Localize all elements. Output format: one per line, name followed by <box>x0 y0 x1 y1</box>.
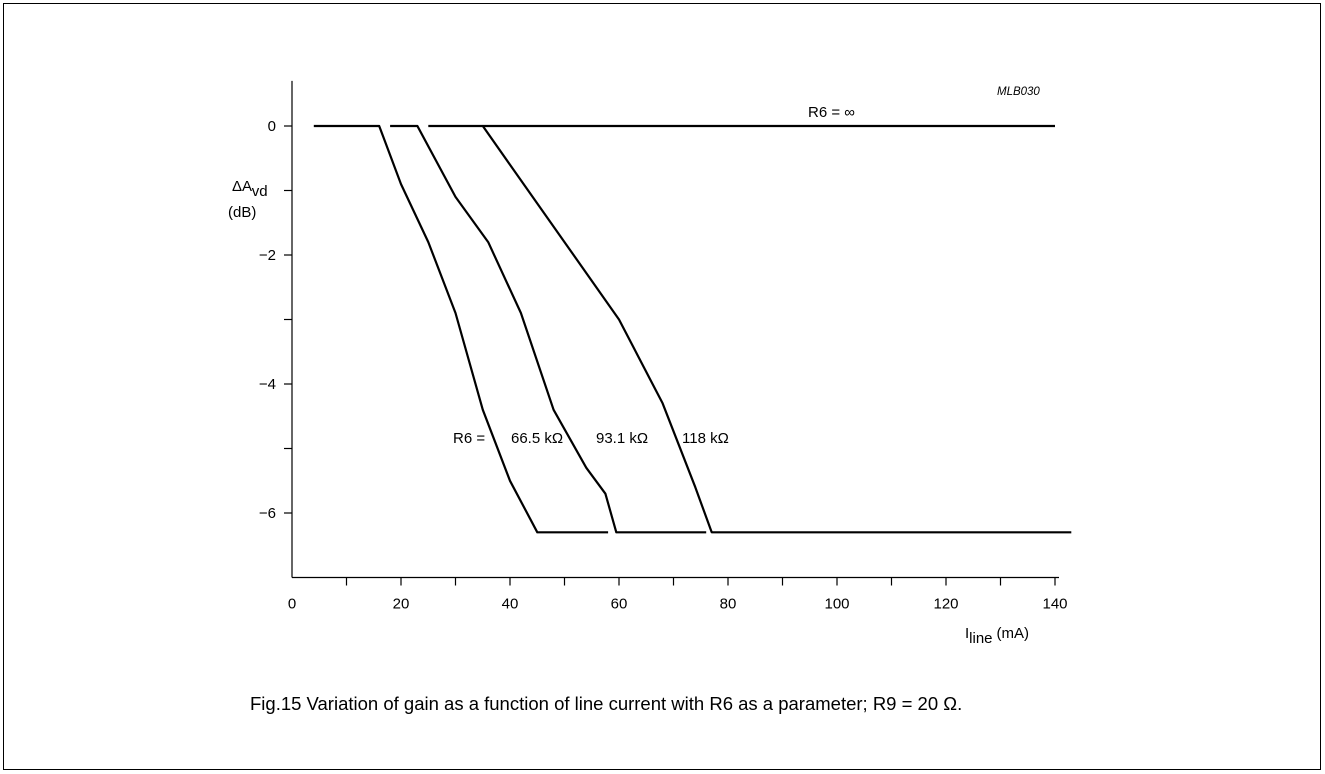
y-axis-label-main: ΔA <box>232 178 252 195</box>
series-label-93k: 93.1 kΩ <box>596 430 648 447</box>
figure-caption: Fig.15 Variation of gain as a function o… <box>250 693 963 714</box>
figure-frame <box>3 3 1321 770</box>
x-axis-label-sub: line <box>969 630 992 647</box>
x-tick-label: 80 <box>720 596 737 613</box>
chart-axes <box>291 80 1059 579</box>
series-label-66k: 66.5 kΩ <box>511 430 563 447</box>
axis-ticks: 0 20 40 60 80 100 120 140 0 −2 −4 −6 <box>259 118 1068 613</box>
x-tick-label: 40 <box>502 596 519 613</box>
x-axis-label: Iline (mA) <box>965 625 1029 647</box>
series-line-3 <box>428 124 1072 534</box>
y-axis-label: ΔAvd <box>232 178 268 200</box>
x-tick-label: 20 <box>393 596 410 613</box>
x-tick-label: 60 <box>611 596 628 613</box>
series-label-infinity: R6 = ∞ <box>808 104 855 121</box>
figure-code-label: MLB030 <box>997 86 1040 98</box>
series-line-1 <box>313 124 609 534</box>
x-axis-label-unit: (mA) <box>997 625 1030 642</box>
series-label-118k: 118 kΩ <box>682 430 729 447</box>
series-lines <box>313 124 1072 534</box>
y-tick-label: −4 <box>259 376 276 393</box>
x-tick-label: 120 <box>933 596 958 613</box>
x-axis-label-main: I <box>965 625 969 642</box>
x-tick-label: 140 <box>1042 596 1067 613</box>
y-tick-label: −2 <box>259 247 276 264</box>
y-axis-unit: (dB) <box>228 204 256 221</box>
y-tick-label: 0 <box>268 118 276 135</box>
x-tick-label: 100 <box>824 596 849 613</box>
y-tick-label: −6 <box>259 505 276 522</box>
y-axis-label-sub: vd <box>252 183 268 200</box>
series-line-2 <box>390 124 707 534</box>
series-label-prefix: R6 = <box>453 430 485 447</box>
x-tick-label: 0 <box>288 596 296 613</box>
